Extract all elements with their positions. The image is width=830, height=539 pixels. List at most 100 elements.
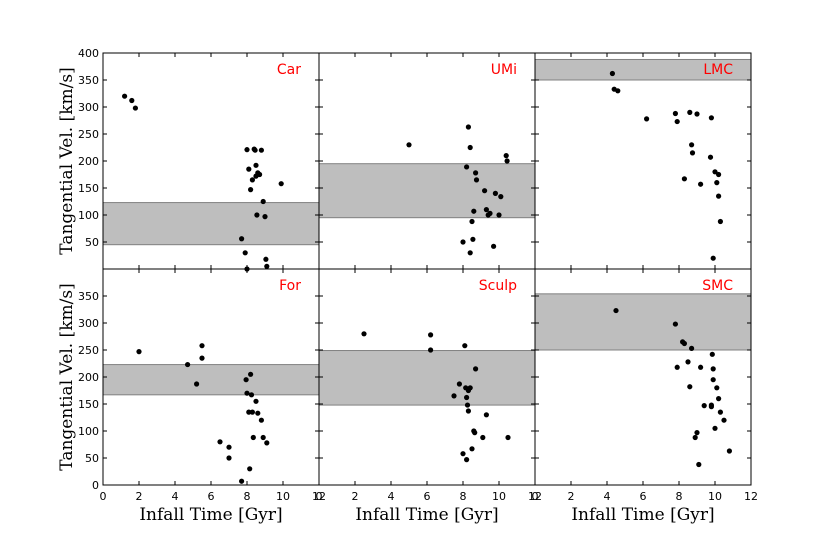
- data-point: [685, 359, 691, 365]
- data-point: [185, 361, 191, 368]
- data-point: [644, 116, 650, 122]
- data-point: [674, 118, 680, 125]
- y-tick-label: 200: [78, 155, 99, 168]
- data-point: [710, 255, 716, 261]
- x-tick-label: 2: [352, 490, 359, 503]
- ylabel-top: Tangential Vel. [km/s]: [57, 67, 77, 254]
- data-point: [260, 434, 266, 441]
- data-point: [253, 162, 259, 168]
- data-point: [692, 434, 698, 441]
- data-point: [246, 409, 252, 415]
- data-point: [712, 169, 718, 175]
- data-point: [243, 377, 249, 383]
- data-point: [714, 385, 720, 391]
- data-point: [248, 187, 254, 193]
- data-point: [712, 425, 718, 431]
- data-point: [689, 150, 696, 156]
- panel-title: Sculp: [479, 278, 517, 294]
- y-tick-label: 0: [92, 479, 99, 492]
- y-tick-label: 350: [78, 74, 99, 87]
- data-point: [258, 417, 264, 423]
- data-point: [714, 180, 720, 186]
- x-tick-label: 10: [276, 490, 290, 503]
- data-point: [707, 154, 714, 160]
- panel-title: Car: [277, 62, 301, 78]
- y-tick-label: 300: [78, 317, 99, 330]
- data-point: [687, 384, 693, 390]
- data-point: [249, 177, 255, 183]
- data-point: [487, 210, 493, 216]
- data-point: [242, 250, 248, 256]
- data-point: [239, 236, 245, 242]
- data-point: [694, 111, 700, 117]
- data-point: [467, 144, 473, 151]
- data-point: [503, 153, 509, 159]
- data-point: [460, 239, 466, 245]
- data-point: [263, 256, 269, 262]
- ylabel-bottom: Tangential Vel. [km/s]: [57, 283, 77, 470]
- data-point: [456, 381, 462, 387]
- data-point: [504, 158, 510, 164]
- x-tick-label: 4: [172, 490, 179, 503]
- data-point: [258, 147, 264, 153]
- data-point: [674, 364, 680, 370]
- data-point: [260, 198, 266, 205]
- x-tick-label: 2: [568, 490, 575, 503]
- data-point: [199, 355, 205, 361]
- data-point: [681, 176, 688, 182]
- data-point: [255, 410, 261, 416]
- data-point: [473, 366, 479, 372]
- data-point: [464, 402, 471, 408]
- xlabel-left: Infall Time [Gyr]: [139, 505, 282, 525]
- data-point: [710, 377, 716, 383]
- data-point: [689, 142, 695, 148]
- x-tick-label: 8: [460, 490, 467, 503]
- data-point: [701, 403, 707, 409]
- data-point: [199, 343, 205, 349]
- data-point: [250, 434, 256, 441]
- data-point: [247, 466, 253, 472]
- y-tick-label: 300: [78, 101, 99, 114]
- y-tick-label: 400: [78, 47, 99, 60]
- data-point: [361, 331, 367, 337]
- data-point: [496, 212, 502, 218]
- band: [318, 350, 536, 406]
- data-point: [244, 147, 250, 153]
- panel-sculp: Sculp 0 2 4 6 8 10 12: [316, 268, 542, 503]
- axes-frame: [318, 52, 536, 270]
- data-point: [709, 351, 715, 357]
- data-point: [469, 218, 475, 225]
- data-point: [264, 263, 270, 269]
- panel-title: LMC: [703, 62, 733, 78]
- band: [102, 364, 320, 396]
- data-point: [217, 439, 223, 445]
- data-point: [132, 105, 138, 111]
- data-point: [698, 181, 704, 187]
- band: [102, 202, 320, 246]
- x-tick-label: 4: [388, 490, 395, 503]
- panel-title: UMi: [491, 62, 517, 78]
- band: [534, 293, 752, 351]
- data-point: [249, 409, 255, 415]
- data-point: [687, 109, 693, 115]
- data-point: [428, 347, 434, 353]
- data-point: [467, 250, 473, 256]
- data-point: [460, 451, 466, 457]
- x-tick-label: 10: [708, 490, 722, 503]
- x-tick-label: 2: [136, 490, 143, 503]
- data-point: [480, 434, 486, 441]
- data-point: [473, 177, 480, 183]
- data-point: [689, 345, 695, 351]
- xlabel-right: Infall Time [Gyr]: [571, 505, 714, 525]
- data-point: [239, 478, 245, 484]
- data-point: [406, 142, 412, 148]
- data-point: [698, 364, 704, 370]
- data-point: [609, 70, 616, 77]
- data-point: [708, 402, 715, 408]
- data-point: [716, 396, 722, 402]
- data-point: [465, 408, 471, 414]
- x-tick-label: 12: [528, 490, 542, 503]
- panel-lmc: LMC: [534, 52, 752, 270]
